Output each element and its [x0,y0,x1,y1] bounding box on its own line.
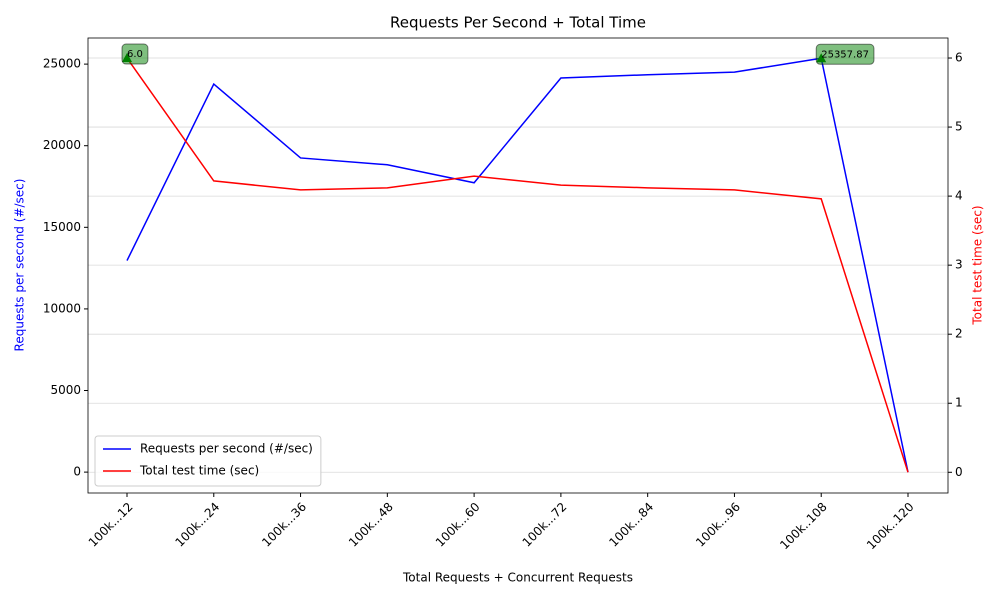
y2-axis-label: Total test time (sec) [971,205,985,325]
line-series [126,57,909,473]
x-tick-label: 100k..120 [864,500,917,553]
x-tick-label: 100k...36 [259,500,309,550]
y2-tick-label: 3 [955,258,963,272]
annotation-box [121,43,149,65]
y2-tick-label: 6 [955,51,963,65]
annotation-box [815,43,875,65]
x-axis-label: Total Requests + Concurrent Requests [402,571,633,585]
x-tick-label: 100k...60 [433,500,483,550]
x-tick-label: 100k...96 [693,500,743,550]
legend-label: Total test time (sec) [139,464,259,478]
annotation-label: 25357.87 [821,49,869,60]
y-tick-label: 20000 [43,138,81,152]
y-tick-label: 10000 [43,301,81,315]
y-tick-label: 15000 [43,220,81,234]
x-tick-label: 100k...48 [346,500,396,550]
x-tick-label: 100k...12 [86,500,136,550]
y2-tick-label: 2 [955,327,963,341]
y-tick-label: 0 [73,465,81,479]
x-tick-label: 100k...84 [606,500,656,550]
legend: Requests per second (#/sec) Total test ti… [94,435,322,487]
x-tick-label: 100k...72 [520,500,570,550]
y2-tick-label: 1 [955,396,963,410]
annotation-label: 6.0 [127,49,143,60]
line-series [126,57,909,473]
y-tick-label: 5000 [50,383,81,397]
y-tick-label: 25000 [43,57,81,71]
y2-tick-label: 4 [955,189,963,203]
y-axis-label: Requests per second (#/sec) [13,179,27,352]
legend-box [94,435,322,487]
x-tick-label: 100k..108 [777,500,830,553]
y2-tick-label: 5 [955,120,963,134]
y2-tick-label: 0 [955,465,963,479]
x-tick-label: 100k...24 [172,500,222,550]
legend-label: Requests per second (#/sec) [140,442,313,456]
chart-title: Requests Per Second + Total Time [390,14,646,32]
